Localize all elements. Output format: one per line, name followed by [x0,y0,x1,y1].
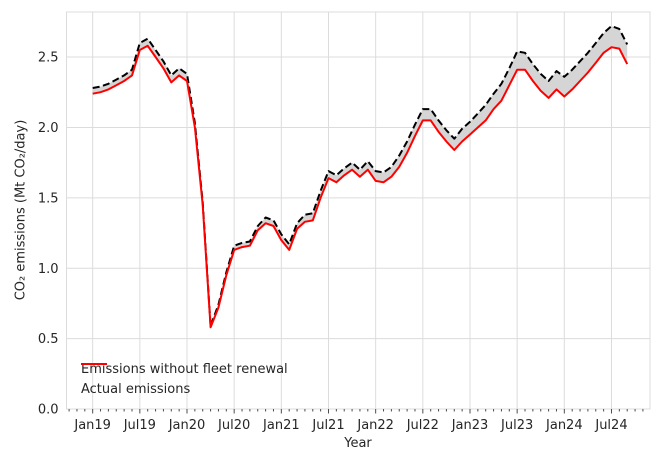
x-axis-label: Year [344,436,372,451]
x-tick-label: Jul21 [311,418,344,433]
x-tick-label: Jan23 [451,418,489,433]
y-tick-label: 2.0 [38,121,59,136]
x-tick-label: Jul24 [594,418,627,433]
legend-item-actual-emissions: Actual emissions [81,363,288,397]
x-tick-label: Jul20 [217,418,250,433]
y-axis-label: CO₂ emissions (Mt CO₂/day) [13,119,29,301]
tick-labels: Jan19 Jul19 Jan20 Jul20 Jan21 Jul21 Jan22 Jul22… [38,51,628,433]
y-tick-label: 1.5 [38,191,59,206]
x-tick-label: Jul19 [123,418,156,433]
legend-item-without-fleet-renewal: Emissions without fleet renewal [81,361,288,377]
x-tick-label: Jan21 [262,418,300,433]
x-tick-label: Jan24 [545,418,583,433]
legend-label-without-fleet-renewal: Emissions without fleet renewal [81,361,288,377]
y-tick-label: 0.0 [38,403,59,418]
x-tick-label: Jul22 [406,418,439,433]
data-series [92,25,629,329]
y-tick-label: 1.0 [38,262,59,277]
x-tick-label: Jul23 [500,418,533,433]
y-tick-label: 2.5 [38,51,59,66]
series-without-fleet-renewal [92,25,629,327]
legend-label-actual-emissions: Actual emissions [81,381,191,397]
chart-legend: Emissions without fleet renewal Actual e… [81,361,288,397]
red-line-sample-icon [81,363,107,365]
fill-between-area [92,26,628,328]
gridlines [66,11,651,410]
x-tick-label: Jan20 [168,418,206,433]
emissions-gap-fill [92,26,628,328]
x-tick-label: Jan22 [356,418,394,433]
y-tick-label: 0.5 [38,332,59,347]
x-tick-label: Jan19 [73,418,111,433]
axis-ticks [68,409,644,414]
series-actual-emissions [92,44,629,329]
plot-border [66,11,651,410]
